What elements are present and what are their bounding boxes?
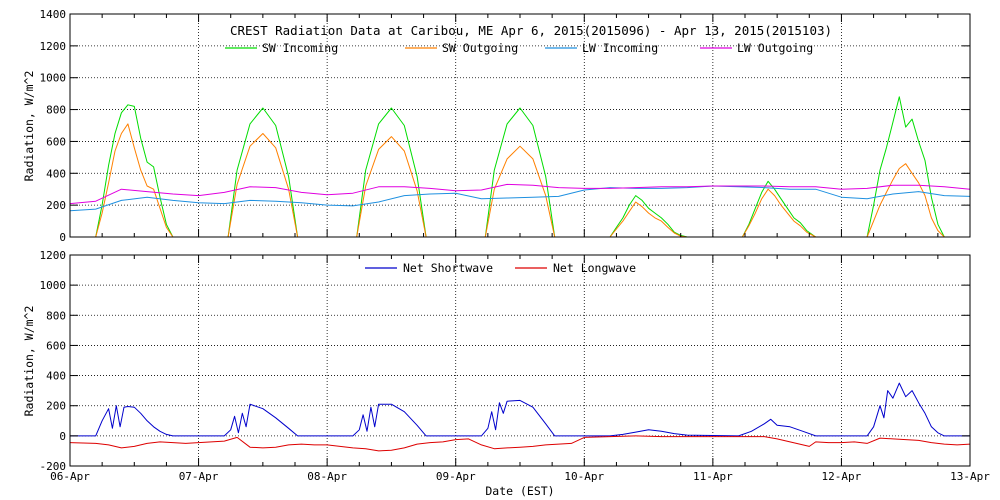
x-tick-label: 06-Apr [50,470,90,483]
x-tick-label: 08-Apr [307,470,347,483]
series-line-sw-incoming [70,96,970,238]
y-tick-label: 200 [46,400,66,413]
y-tick-label: 1000 [40,72,67,85]
x-axis-title: Date (EST) [485,484,554,498]
y-tick-label: 1000 [40,279,67,292]
y-tick-label: 200 [46,199,66,212]
x-tick-label: 12-Apr [822,470,862,483]
y-tick-label: 600 [46,339,66,352]
series-line-lw-incoming [69,185,971,212]
y-tick-label: 1400 [40,8,67,21]
y-tick-label: -200 [40,460,67,473]
y-tick-label: 400 [46,167,66,180]
legend-layer: SW Incoming SW Outgoing LW Incoming LW Outg… [225,41,813,275]
y-tick-label: 1200 [40,40,67,53]
legend-label: LW Outgoing [737,41,813,55]
y-tick-label: 800 [46,309,66,322]
legend-label: Net Longwave [553,261,636,275]
grid-layer [70,14,970,466]
plot-frame-top [69,13,971,238]
text-layer: CREST Radiation Data at Caribou, ME Apr … [22,8,990,498]
y-tick-label: 600 [46,135,66,148]
series-line-sw-outgoing [70,123,970,238]
y-tick-label: 400 [46,370,66,383]
x-tick-label: 11-Apr [693,470,733,483]
plot-frame-bottom [69,254,971,467]
x-tick-label: 13-Apr [950,470,990,483]
chart-title: CREST Radiation Data at Caribou, ME Apr … [230,23,832,38]
y-tick-label: 800 [46,104,66,117]
y-axis-title-top: Radiation, W/m^2 [22,71,36,182]
y-axis-title-bottom: Radiation, W/m^2 [22,306,36,417]
x-tick-label: 09-Apr [436,470,476,483]
series-line-net-shortwave [70,382,970,437]
axes-layer [69,13,971,467]
legend-label: LW Incoming [582,41,658,55]
x-tick-label: 07-Apr [179,470,219,483]
y-tick-label: 1200 [40,249,67,262]
legend-label: SW Incoming [262,41,338,55]
legend-label: Net Shortwave [403,261,493,275]
y-tick-label: 0 [59,231,66,244]
x-tick-label: 10-Apr [564,470,604,483]
series-line-lw-outgoing [69,183,971,205]
series-line-net-longwave [69,435,971,452]
y-tick-label: 0 [59,430,66,443]
series-layer [69,96,971,452]
legend-label: SW Outgoing [442,41,518,55]
